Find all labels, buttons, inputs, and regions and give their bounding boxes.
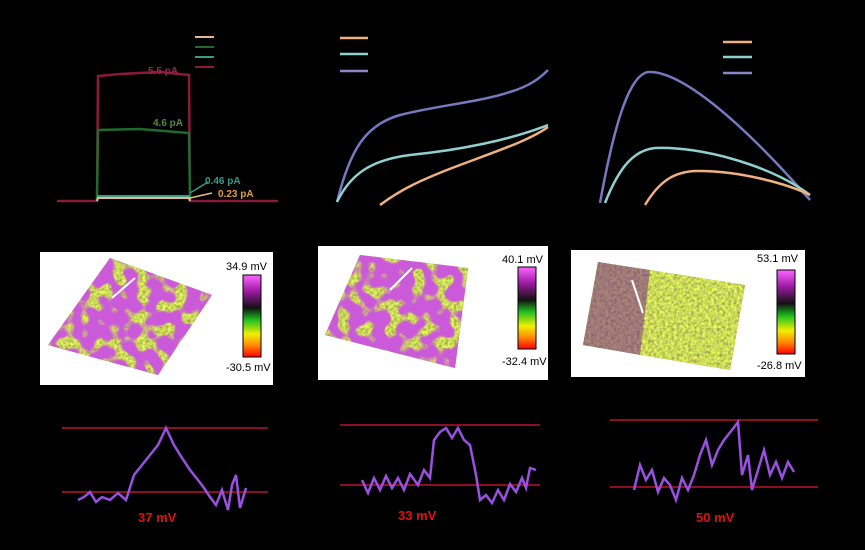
profile [632,418,796,504]
curve-panel [335,36,549,207]
colorbar-min: -32.4 mV [502,356,547,368]
pointer [189,192,213,199]
colorbar-max: 53.1 mV [757,253,799,265]
colorbar [242,274,262,358]
line-profile: 50 mV [610,418,818,525]
profile-line [111,277,136,299]
surface-spots [48,258,212,375]
profile-line [389,267,413,291]
pointer [189,181,209,194]
legend [195,36,214,68]
curve [335,69,549,203]
colorbar [776,269,796,355]
trace [95,127,192,202]
curve [643,169,811,206]
trace-label: 4.6 pA [153,118,183,129]
profile-label: 33 mV [398,508,437,523]
colorbar-max: 40.1 mV [502,254,544,266]
profile-label: 50 mV [696,510,735,525]
curve [335,123,549,203]
potential-map: 40.1 mV -32.4 mV [318,246,548,380]
curve [379,125,549,207]
profile-label: 37 mV [138,510,177,525]
trace-label: 0.46 pA [205,176,241,187]
profile [77,425,248,511]
curve [598,70,811,204]
curve [603,146,811,204]
colorbar-max: 34.9 mV [226,261,268,273]
line-profile: 33 mV [340,424,540,523]
profile-line [631,279,644,314]
potential-map: 34.9 mV -30.5 mV [40,252,273,385]
potential-map: 53.1 mV -26.8 mV [571,250,805,377]
trace [96,197,191,202]
trace-label: 5.5 pA [148,66,178,77]
colorbar-min: -26.8 mV [757,360,802,372]
trace-label: 0.23 pA [218,189,254,200]
surface-spots [325,255,468,368]
curve-panel [598,40,811,206]
colorbar [517,266,537,350]
colorbar-min: -30.5 mV [226,362,271,374]
profile [360,425,537,506]
line-profile: 37 mV [62,425,268,525]
current-panel: 5.5 pA 4.6 pA 0.46 pA 0.23 pA [57,36,278,203]
